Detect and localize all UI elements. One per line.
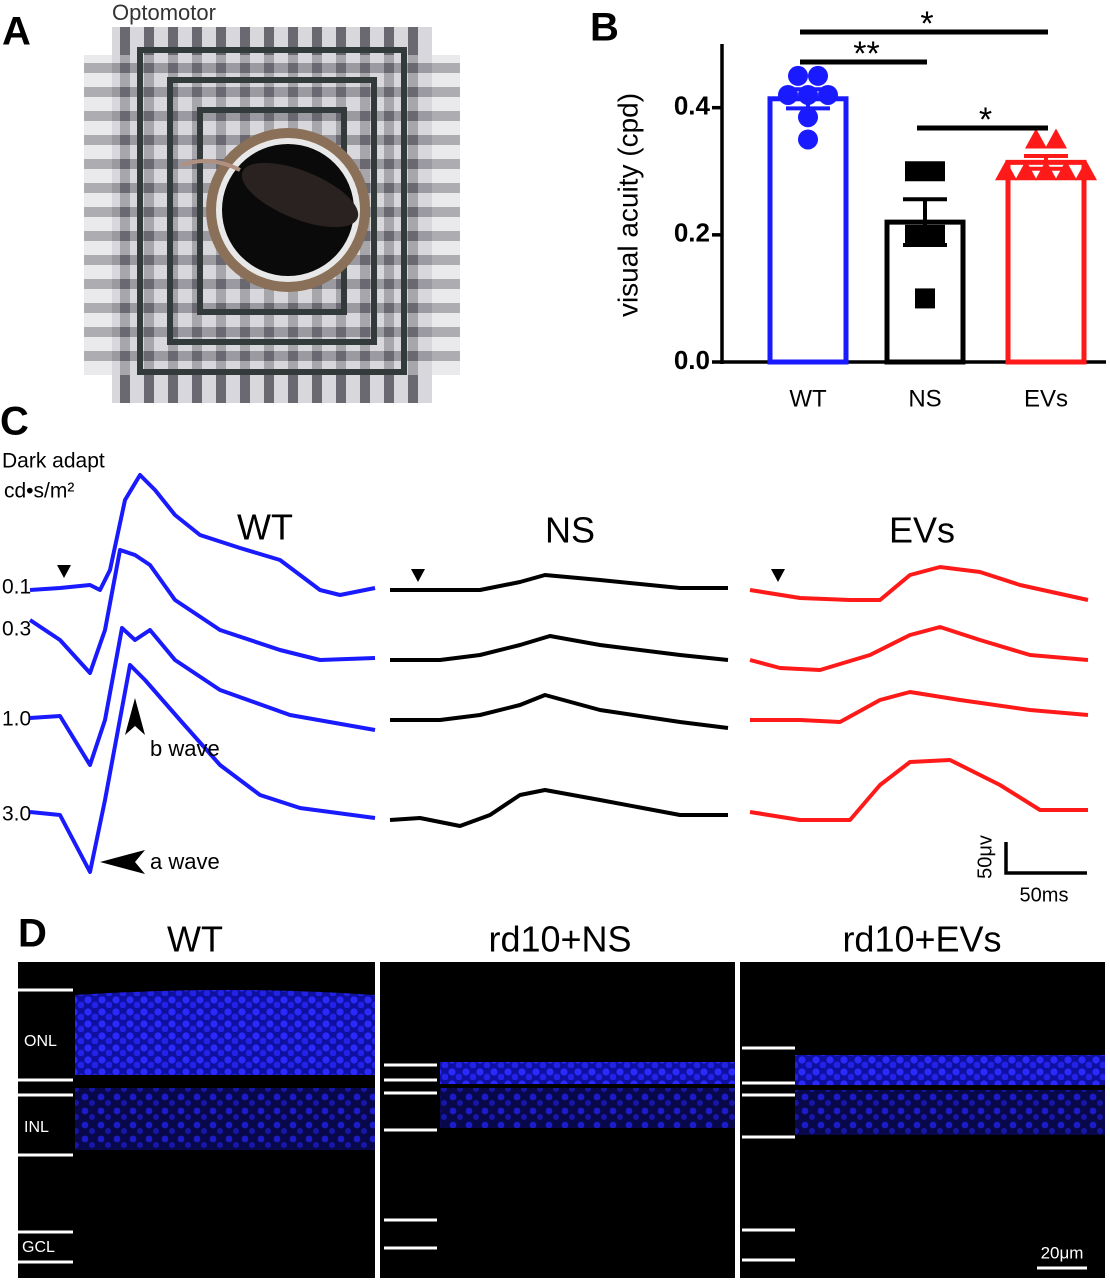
data-point <box>798 84 818 105</box>
y-tick-label: 0.2 <box>674 218 710 248</box>
group-title: WT <box>237 507 293 548</box>
data-point <box>905 161 925 182</box>
x-tick-label: WT <box>789 385 827 412</box>
data-point <box>778 84 798 105</box>
panel-title: Optomotor <box>112 0 216 25</box>
data-point <box>818 84 838 105</box>
data-point <box>798 107 818 128</box>
optomotor-photo <box>84 27 460 403</box>
data-point <box>1075 160 1097 181</box>
data-point <box>1035 160 1057 181</box>
panel-label: D <box>18 912 47 956</box>
data-point <box>905 224 925 245</box>
y-tick-label: 0.4 <box>674 91 711 121</box>
intensity-label: 0.3 <box>2 618 31 641</box>
x-tick-label: NS <box>908 385 941 412</box>
data-point <box>1015 160 1037 181</box>
data-point <box>1045 128 1067 149</box>
histology-images <box>18 962 1105 1278</box>
intensity-label: 3.0 <box>2 803 31 826</box>
layer-label: GCL <box>22 1239 55 1256</box>
erg-traces <box>28 473 1089 875</box>
data-point <box>788 65 808 86</box>
significance-label: * <box>920 5 933 43</box>
panel-label: B <box>590 6 619 50</box>
scale-bar-label: 20μm <box>1041 1243 1084 1262</box>
group-title: NS <box>545 510 595 551</box>
image-title: rd10+EVs <box>842 919 1001 960</box>
bar <box>1005 159 1087 365</box>
group-title: EVs <box>889 510 955 551</box>
image-title: WT <box>167 919 223 960</box>
data-point <box>925 224 945 245</box>
unit-label: cd•s/m² <box>4 480 74 503</box>
significance-label: ** <box>853 35 879 73</box>
condition-label: Dark adapt <box>2 450 105 473</box>
layer-label: ONL <box>24 1033 57 1050</box>
scale-label: 50μv <box>974 835 996 879</box>
bar-chart: visual acuity (cpd) 0.00.20.4WT NS EVs**** <box>612 5 1106 412</box>
significance-label: * <box>979 101 992 139</box>
data-point <box>808 65 828 86</box>
data-point <box>1055 160 1077 181</box>
intensity-label: 1.0 <box>2 708 31 731</box>
annotation: a wave <box>150 849 220 874</box>
data-point <box>1025 128 1047 149</box>
data-point <box>995 160 1017 181</box>
data-point <box>798 129 818 150</box>
panel-label: C <box>0 400 29 444</box>
y-axis-label: visual acuity (cpd) <box>612 93 643 317</box>
panel-label: A <box>2 10 31 54</box>
scale-label: 50ms <box>1020 884 1069 906</box>
layer-label: INL <box>24 1119 49 1136</box>
x-tick-label: EVs <box>1024 385 1068 412</box>
data-point <box>915 288 935 309</box>
annotation: b wave <box>150 736 220 761</box>
data-point <box>925 161 945 182</box>
image-title: rd10+NS <box>488 919 631 960</box>
y-tick-label: 0.0 <box>674 345 710 375</box>
intensity-label: 0.1 <box>2 576 31 599</box>
